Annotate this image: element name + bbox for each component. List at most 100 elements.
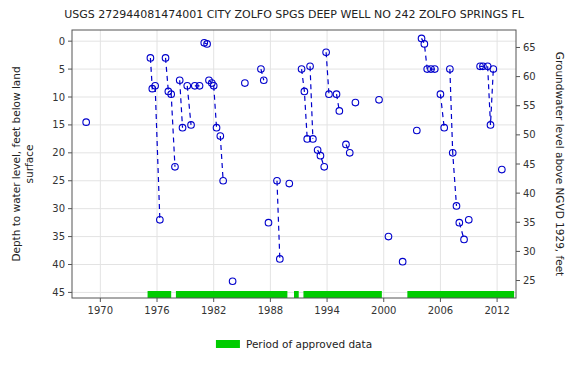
y-tick-label: 40 [52,259,65,270]
data-point [461,236,468,243]
y-tick [68,180,72,181]
data-point [431,66,438,73]
y-grid-line [72,264,516,265]
x-tick-label: 1982 [201,305,226,316]
data-point [343,141,350,148]
data-point [385,233,392,240]
y-axis-label: Depth to water level, feet below landsur… [10,66,35,261]
x-tick [497,298,498,302]
data-point [196,83,203,90]
data-point [184,83,191,90]
y-grid-line [72,124,516,125]
x-tick-label: 2000 [371,305,396,316]
x-grid-line [213,30,214,298]
data-point [258,66,265,73]
data-point [265,219,272,226]
y2-tick-label: 30 [523,246,536,257]
data-point [453,203,460,210]
data-point [336,108,343,115]
y2-tick [516,105,520,106]
data-point [449,150,456,157]
y-tick-label: 0 [59,36,65,47]
y2-tick [516,251,520,252]
y-tick-label: 30 [52,203,65,214]
data-point [376,96,383,103]
y-tick [68,292,72,293]
chart-title: USGS 272944081474001 CITY ZOLFO SPGS DEE… [64,8,525,21]
y-tick-label: 25 [52,175,65,186]
data-point [323,49,330,56]
y-grid-line [72,97,516,98]
y-tick [68,69,72,70]
y-tick [68,97,72,98]
data-point [346,150,353,157]
data-point [352,99,359,106]
y2-axis-label: Groundwater level above NGVD 1929, feet [554,52,566,276]
grid [72,30,516,298]
x-tick-label: 2012 [484,305,509,316]
x-grid-line [270,30,271,298]
data-point [229,278,236,285]
approved-period-bar [176,291,287,298]
data-point [414,127,421,134]
y-tick-label: 35 [52,231,65,242]
approved-period-bar [303,291,381,298]
data-point [399,258,406,265]
y2-tick [516,164,520,165]
x-tick-label: 1970 [88,305,113,316]
data-point [83,119,90,126]
data-point [242,80,249,87]
data-point [307,63,314,70]
legend-swatch [216,340,240,348]
axes: 1970197619821988199420002006201205101520… [52,36,535,316]
y2-tick-label: 25 [523,275,536,286]
y-tick-label: 15 [52,119,65,130]
y2-tick [516,76,520,77]
data [83,35,514,298]
y2-tick [516,47,520,48]
data-point [447,66,454,73]
y-tick [68,41,72,42]
data-point [317,152,324,159]
approved-period-bar [148,291,172,298]
y-tick [68,152,72,153]
y-grid-line [72,41,516,42]
y-tick-label: 5 [59,64,65,75]
data-point [152,83,159,90]
y-axis-label-line: Depth to water level, feet below land [10,66,22,261]
x-tick [440,298,441,302]
y2-tick-label: 40 [523,188,536,199]
series-line [150,38,501,259]
legend: Period of approved data [216,338,372,350]
data-point [333,91,340,98]
y-grid-line [72,208,516,209]
data-point [499,166,506,173]
data-point [157,217,164,224]
data-point [456,219,463,226]
x-tick-label: 2006 [428,305,453,316]
data-point [490,66,497,73]
x-grid-line [383,30,384,298]
data-point [162,55,169,62]
legend-label: Period of approved data [246,338,372,350]
y2-tick [516,280,520,281]
data-point [274,177,281,184]
data-point [188,122,195,129]
data-point [421,41,428,48]
y-tick [68,236,72,237]
approved-period-bar [407,291,514,298]
x-tick [213,298,214,302]
y2-tick-label: 55 [523,100,536,111]
y-grid-line [72,236,516,237]
data-point [277,256,284,263]
data-point [179,124,186,131]
data-point [465,217,472,224]
y-tick-label: 20 [52,147,65,158]
data-point [217,133,224,140]
x-tick [157,298,158,302]
data-point [260,77,267,84]
x-tick-label: 1994 [314,305,339,316]
y-tick-label: 10 [52,92,65,103]
y-tick [68,264,72,265]
y2-tick-label: 35 [523,217,536,228]
